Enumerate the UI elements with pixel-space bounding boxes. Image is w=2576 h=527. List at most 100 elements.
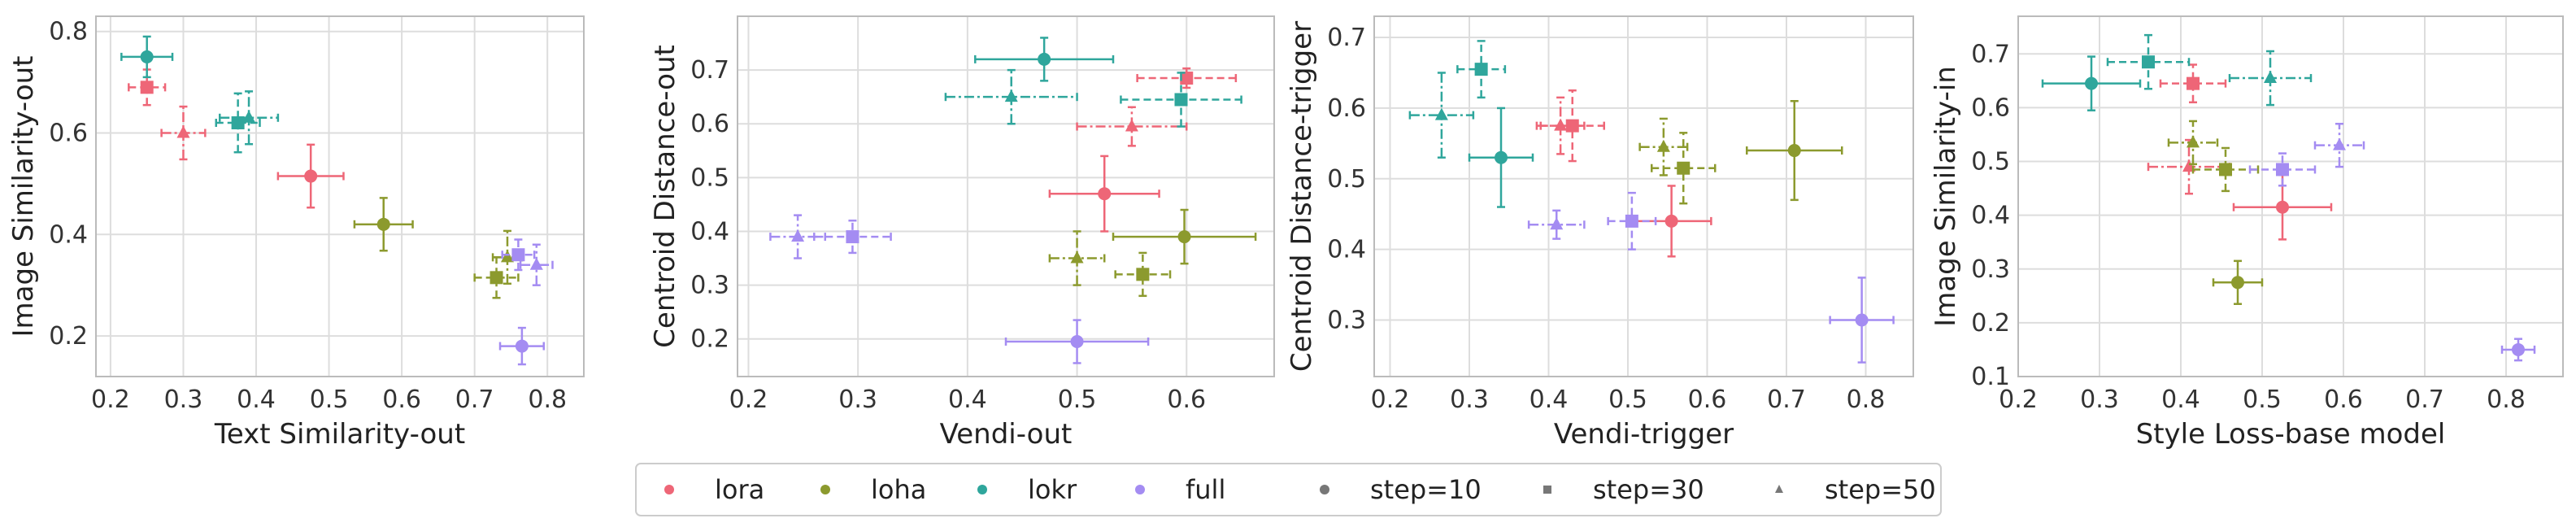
marker-circle xyxy=(1787,144,1801,158)
marker-circle xyxy=(2085,76,2098,90)
x-tick-label: 0.3 xyxy=(838,385,877,414)
x-tick-label: 0.8 xyxy=(2487,385,2526,414)
marker-square xyxy=(490,271,503,285)
marker-circle xyxy=(2231,276,2244,290)
y-tick-label: 0.6 xyxy=(690,110,729,138)
marker-circle xyxy=(1855,313,1869,327)
data-point-lokr-step30 xyxy=(1456,40,1507,99)
data-point-loha-step30 xyxy=(1114,251,1172,298)
y-tick-label: 0.8 xyxy=(49,18,88,46)
marker-triangle xyxy=(1070,250,1084,264)
marker-triangle xyxy=(791,229,805,242)
marker-circle xyxy=(1495,150,1508,164)
marker-triangle xyxy=(500,250,514,263)
marker-square xyxy=(1474,63,1488,76)
marker-circle xyxy=(515,339,529,353)
marker-triangle xyxy=(1125,119,1138,132)
x-tick-label: 0.4 xyxy=(237,385,276,414)
marker-square xyxy=(2219,163,2232,176)
marker-triangle xyxy=(176,125,190,138)
legend-label: full xyxy=(1186,474,1225,505)
marker-circle xyxy=(2512,342,2525,356)
y-tick-label: 0.5 xyxy=(690,163,729,192)
x-tick-label: 0.3 xyxy=(1450,385,1489,414)
x-axis-label: Vendi-trigger xyxy=(1554,418,1734,451)
legend-label: loha xyxy=(871,474,926,505)
marker-square xyxy=(846,230,859,244)
legend-label: step=10 xyxy=(1370,474,1482,505)
subplot-1: 0.2 0.3 0.4 0.5 0.6 0.7 0.8 0.2 0.4 0.6 0.8 Text Si… xyxy=(7,15,585,451)
legend-marker xyxy=(1543,486,1551,494)
plot-frame xyxy=(737,15,1275,377)
data-point-full-step30 xyxy=(501,238,536,272)
y-tick-label: 0.3 xyxy=(1327,307,1366,335)
legend-item-lora: lora xyxy=(664,474,764,505)
x-tick-label: 0.8 xyxy=(528,385,567,414)
data-point-lora-step10 xyxy=(1048,155,1160,233)
data-point-lora-step50 xyxy=(2147,138,2231,195)
data-point-lokr-step50 xyxy=(2228,50,2313,107)
data-point-lokr-step30 xyxy=(2106,33,2191,90)
legend-marker xyxy=(1775,485,1783,493)
marker-square xyxy=(2187,76,2200,90)
data-point-lokr-step50 xyxy=(218,90,280,146)
data-point-full-step10 xyxy=(1829,277,1895,364)
y-tick-label: 0.7 xyxy=(1971,40,2010,68)
y-tick-label: 0.3 xyxy=(1971,255,2010,284)
y-tick-label: 0.2 xyxy=(1971,309,2010,338)
x-tick-label: 0.6 xyxy=(382,385,421,414)
legend-item-lokr: lokr xyxy=(977,474,1077,505)
legend-item-step-30: step=30 xyxy=(1543,474,1704,505)
data-point-lora-step30 xyxy=(128,68,167,107)
marker-square xyxy=(1677,161,1690,175)
data-point-loha-step10 xyxy=(1746,99,1843,202)
data-point-loha-step50 xyxy=(1048,230,1106,286)
marker-triangle xyxy=(1656,139,1670,152)
x-tick-label: 0.5 xyxy=(1608,385,1647,414)
data-point-loha-step10 xyxy=(1112,208,1257,265)
x-tick-label: 0.5 xyxy=(2243,385,2282,414)
data-point-lora-step30 xyxy=(2159,63,2227,104)
marker-square xyxy=(1180,72,1194,85)
y-tick-label: 0.7 xyxy=(1327,24,1366,52)
legend-marker xyxy=(1135,485,1145,494)
y-tick-label: 0.4 xyxy=(690,217,729,246)
x-tick-label: 0.2 xyxy=(729,385,768,414)
y-tick-label: 0.2 xyxy=(49,322,88,351)
x-tick-label: 0.2 xyxy=(1999,385,2038,414)
legend-item-loha: loha xyxy=(820,474,926,505)
marker-circle xyxy=(2276,200,2289,214)
data-point-loha-step10 xyxy=(353,197,414,252)
marker-square xyxy=(1174,93,1188,107)
x-tick-label: 0.6 xyxy=(2324,385,2363,414)
marker-circle xyxy=(1177,230,1191,244)
marker-square xyxy=(1136,268,1150,281)
y-axis-label: Image Similarity-in xyxy=(1930,66,1962,327)
data-point-loha-step30 xyxy=(2191,146,2260,193)
data-point-lora-step50 xyxy=(1076,106,1188,147)
data-point-lokr-step30 xyxy=(1120,72,1242,128)
y-tick-label: 0.5 xyxy=(1327,165,1366,194)
y-tick-label: 0.5 xyxy=(1971,148,2010,176)
x-tick-label: 0.5 xyxy=(310,385,349,414)
data-point-lora-step30 xyxy=(1136,67,1238,89)
data-point-full-step10 xyxy=(498,326,545,366)
legend-box xyxy=(635,463,1942,516)
x-axis-label: Vendi-out xyxy=(940,418,1073,451)
data-point-lokr-step30 xyxy=(215,92,261,154)
legend-marker xyxy=(664,485,674,494)
data-point-loha-step10 xyxy=(2212,259,2264,305)
marker-square xyxy=(2276,163,2289,176)
marker-triangle xyxy=(1550,217,1564,230)
data-point-lora-step30 xyxy=(1539,89,1605,163)
x-tick-label: 0.7 xyxy=(455,385,494,414)
legend-marker xyxy=(977,485,987,494)
plot-frame xyxy=(95,15,585,377)
data-point-lokr-step10 xyxy=(1468,107,1534,208)
data-point-full-step10 xyxy=(2500,338,2536,362)
plot-frame xyxy=(2017,15,2564,377)
data-point-full-step30 xyxy=(2248,152,2317,187)
y-tick-label: 0.4 xyxy=(1327,236,1366,264)
data-point-loha-step50 xyxy=(1638,117,1689,176)
